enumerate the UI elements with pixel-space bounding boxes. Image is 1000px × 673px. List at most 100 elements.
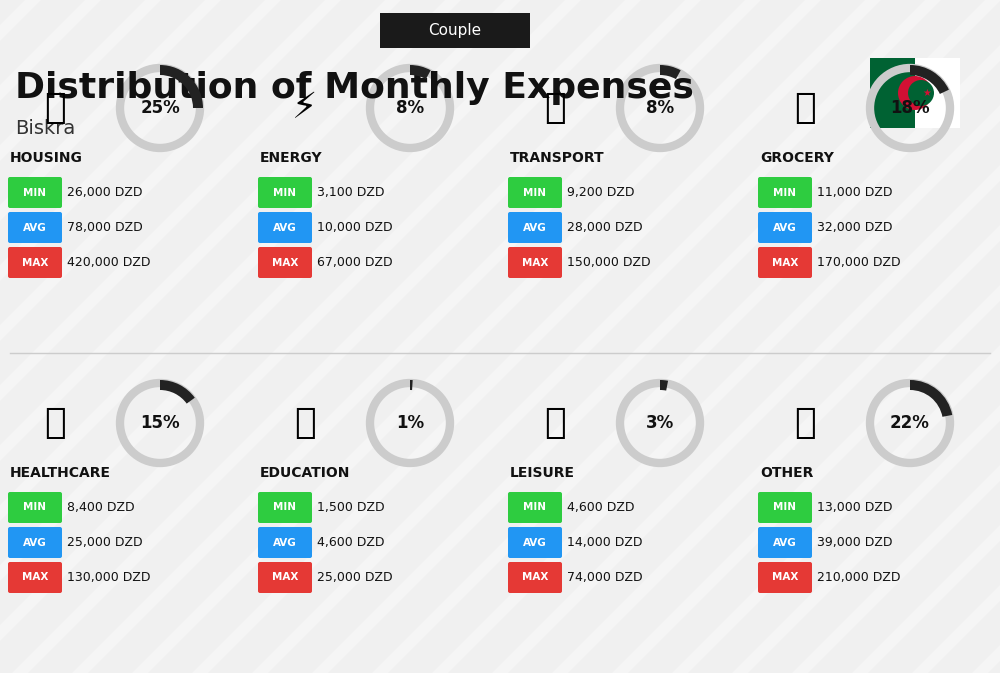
Text: MAX: MAX [22, 573, 48, 583]
Text: MAX: MAX [522, 258, 548, 267]
FancyBboxPatch shape [258, 212, 312, 243]
FancyBboxPatch shape [508, 527, 562, 558]
FancyBboxPatch shape [508, 247, 562, 278]
Text: AVG: AVG [23, 538, 47, 548]
FancyBboxPatch shape [758, 492, 812, 523]
Text: 🛍: 🛍 [544, 406, 566, 440]
Text: 🎓: 🎓 [294, 406, 316, 440]
Wedge shape [160, 65, 203, 108]
Wedge shape [160, 380, 195, 404]
Text: 150,000 DZD: 150,000 DZD [567, 256, 651, 269]
Text: 4,600 DZD: 4,600 DZD [567, 501, 635, 514]
FancyBboxPatch shape [8, 247, 62, 278]
Text: 32,000 DZD: 32,000 DZD [817, 221, 893, 234]
FancyBboxPatch shape [508, 177, 562, 208]
Text: AVG: AVG [273, 538, 297, 548]
Text: 3%: 3% [646, 414, 674, 432]
Text: AVG: AVG [523, 538, 547, 548]
FancyBboxPatch shape [508, 212, 562, 243]
Text: MAX: MAX [272, 573, 298, 583]
Text: MIN: MIN [24, 503, 46, 513]
Text: 4,600 DZD: 4,600 DZD [317, 536, 384, 549]
Text: AVG: AVG [773, 538, 797, 548]
Text: 39,000 DZD: 39,000 DZD [817, 536, 893, 549]
Text: 18%: 18% [890, 99, 930, 117]
Text: AVG: AVG [273, 223, 297, 232]
Text: 💗: 💗 [44, 406, 66, 440]
Text: MIN: MIN [24, 188, 46, 197]
Text: 13,000 DZD: 13,000 DZD [817, 501, 893, 514]
Text: 🛒: 🛒 [794, 91, 816, 125]
Text: 25%: 25% [140, 99, 180, 117]
FancyBboxPatch shape [758, 212, 812, 243]
FancyBboxPatch shape [380, 13, 530, 48]
Text: 130,000 DZD: 130,000 DZD [67, 571, 150, 584]
Text: 78,000 DZD: 78,000 DZD [67, 221, 143, 234]
Text: 1%: 1% [396, 414, 424, 432]
Text: Distribution of Monthly Expenses: Distribution of Monthly Expenses [15, 71, 694, 105]
Text: MIN: MIN [273, 503, 296, 513]
Wedge shape [910, 380, 952, 417]
Text: MAX: MAX [772, 573, 798, 583]
Text: 8,400 DZD: 8,400 DZD [67, 501, 135, 514]
FancyBboxPatch shape [258, 247, 312, 278]
FancyBboxPatch shape [8, 527, 62, 558]
Text: MIN: MIN [774, 188, 796, 197]
Text: AVG: AVG [773, 223, 797, 232]
Text: 74,000 DZD: 74,000 DZD [567, 571, 643, 584]
Text: AVG: AVG [523, 223, 547, 232]
Text: 210,000 DZD: 210,000 DZD [817, 571, 900, 584]
Text: EDUCATION: EDUCATION [260, 466, 350, 480]
Text: MIN: MIN [524, 188, 546, 197]
FancyBboxPatch shape [915, 58, 960, 128]
Wedge shape [910, 65, 949, 94]
Wedge shape [660, 380, 668, 390]
Text: TRANSPORT: TRANSPORT [510, 151, 605, 165]
Text: 🚌: 🚌 [544, 91, 566, 125]
FancyBboxPatch shape [8, 492, 62, 523]
Wedge shape [410, 380, 413, 390]
Text: ⚡: ⚡ [292, 91, 318, 125]
Text: MAX: MAX [272, 258, 298, 267]
Text: 170,000 DZD: 170,000 DZD [817, 256, 901, 269]
Text: 11,000 DZD: 11,000 DZD [817, 186, 893, 199]
Text: Couple: Couple [428, 23, 482, 38]
Text: 👜: 👜 [794, 406, 816, 440]
Text: MAX: MAX [22, 258, 48, 267]
Text: 8%: 8% [646, 99, 674, 117]
FancyBboxPatch shape [758, 527, 812, 558]
FancyBboxPatch shape [8, 177, 62, 208]
FancyBboxPatch shape [258, 177, 312, 208]
Text: 8%: 8% [396, 99, 424, 117]
Text: MAX: MAX [522, 573, 548, 583]
Text: AVG: AVG [23, 223, 47, 232]
Text: 22%: 22% [890, 414, 930, 432]
FancyBboxPatch shape [508, 562, 562, 593]
Text: Biskra: Biskra [15, 118, 75, 137]
Text: HEALTHCARE: HEALTHCARE [10, 466, 111, 480]
Circle shape [908, 80, 934, 106]
Text: 15%: 15% [140, 414, 180, 432]
FancyBboxPatch shape [258, 492, 312, 523]
FancyBboxPatch shape [8, 212, 62, 243]
FancyBboxPatch shape [8, 562, 62, 593]
Text: ENERGY: ENERGY [260, 151, 323, 165]
Text: MAX: MAX [772, 258, 798, 267]
Text: LEISURE: LEISURE [510, 466, 575, 480]
FancyBboxPatch shape [758, 562, 812, 593]
Text: 26,000 DZD: 26,000 DZD [67, 186, 143, 199]
Text: 3,100 DZD: 3,100 DZD [317, 186, 384, 199]
Text: 1,500 DZD: 1,500 DZD [317, 501, 385, 514]
Text: 28,000 DZD: 28,000 DZD [567, 221, 643, 234]
Text: GROCERY: GROCERY [760, 151, 834, 165]
Text: MIN: MIN [273, 188, 296, 197]
Text: MIN: MIN [524, 503, 546, 513]
Wedge shape [410, 65, 431, 79]
FancyBboxPatch shape [870, 58, 915, 128]
Text: MIN: MIN [774, 503, 796, 513]
Text: 25,000 DZD: 25,000 DZD [317, 571, 393, 584]
Text: ★: ★ [923, 88, 931, 98]
FancyBboxPatch shape [758, 247, 812, 278]
FancyBboxPatch shape [258, 527, 312, 558]
Text: 🏢: 🏢 [44, 91, 66, 125]
